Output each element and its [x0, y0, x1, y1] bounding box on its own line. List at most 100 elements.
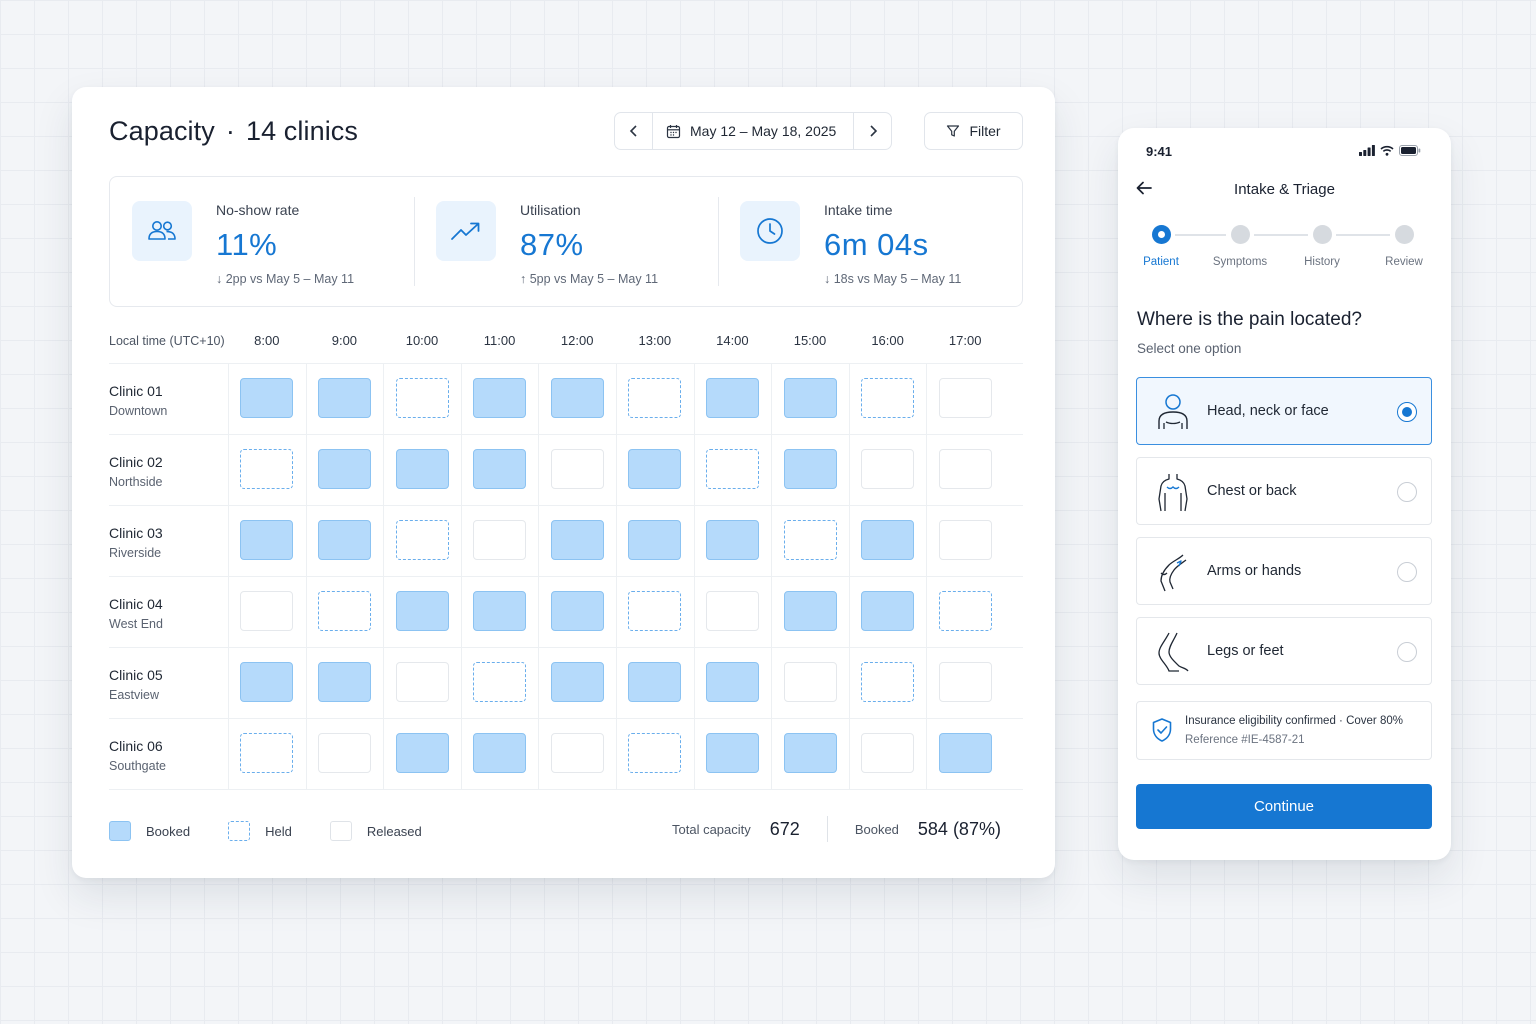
slot-booked[interactable]: [550, 378, 604, 418]
slot-booked[interactable]: [473, 591, 527, 631]
slot-held[interactable]: [395, 378, 449, 418]
insurance-confirmation: Insurance eligibility confirmed · Cover …: [1185, 715, 1403, 727]
slot-released[interactable]: [705, 591, 759, 631]
slot-booked[interactable]: [240, 520, 294, 560]
slot-released[interactable]: [550, 733, 604, 773]
slot-booked[interactable]: [783, 449, 837, 489]
slot-held[interactable]: [395, 520, 449, 560]
slot-held[interactable]: [861, 662, 915, 702]
column-divider: [771, 648, 773, 718]
previous-week-button[interactable]: [615, 113, 653, 149]
column-divider: [693, 719, 695, 789]
kpi-delta: ↓ 2pp vs May 5 – May 11: [216, 272, 355, 286]
step-indicator[interactable]: [1394, 225, 1414, 244]
slot-booked[interactable]: [473, 449, 527, 489]
legend: Booked Held Released: [109, 820, 460, 842]
slot-held[interactable]: [628, 733, 682, 773]
legend-booked-label: Booked: [146, 823, 191, 839]
slot-booked[interactable]: [395, 733, 449, 773]
next-week-button[interactable]: [853, 113, 891, 149]
option-chest-back[interactable]: Chest or back: [1136, 457, 1432, 525]
slot-booked[interactable]: [783, 378, 837, 418]
slot-booked[interactable]: [550, 662, 604, 702]
slot-released[interactable]: [550, 449, 604, 489]
slot-booked[interactable]: [861, 591, 915, 631]
slot-released[interactable]: [240, 591, 294, 631]
slot-booked[interactable]: [628, 662, 682, 702]
slot-held[interactable]: [240, 449, 294, 489]
slot-booked[interactable]: [705, 733, 759, 773]
slot-held[interactable]: [783, 520, 837, 560]
clinic-row: Clinic 04 West End: [109, 577, 1023, 648]
battery-icon: [1399, 145, 1421, 156]
radio-unselected[interactable]: [1397, 642, 1417, 662]
slot-booked[interactable]: [861, 520, 915, 560]
slot-released[interactable]: [938, 662, 992, 702]
slot-held[interactable]: [628, 591, 682, 631]
slot-held[interactable]: [628, 378, 682, 418]
option-head-neck-face[interactable]: Head, neck or face: [1136, 377, 1432, 445]
slot-booked[interactable]: [705, 520, 759, 560]
option-arms-hands[interactable]: Arms or hands: [1136, 537, 1432, 605]
slot-booked[interactable]: [240, 662, 294, 702]
step-indicator[interactable]: [1230, 225, 1250, 244]
radio-unselected[interactable]: [1397, 562, 1417, 582]
clinic-location: Eastview: [109, 688, 160, 702]
slot-booked[interactable]: [705, 378, 759, 418]
slot-booked[interactable]: [473, 733, 527, 773]
booked-total-label: Booked: [854, 821, 899, 837]
slot-held[interactable]: [938, 591, 992, 631]
kpi-value: 87%: [520, 227, 584, 262]
slot-released[interactable]: [861, 449, 915, 489]
slot-booked[interactable]: [317, 662, 371, 702]
slot-booked[interactable]: [783, 733, 837, 773]
schedule-header: Local time (UTC+10) 8:00 9:00 10:00 11:00 12…: [109, 333, 1023, 363]
date-range-button[interactable]: May 12 – May 18, 2025: [653, 113, 853, 149]
slot-released[interactable]: [783, 662, 837, 702]
wifi-icon: [1380, 145, 1394, 156]
option-legs-feet[interactable]: Legs or feet: [1136, 617, 1432, 685]
slot-released[interactable]: [938, 449, 992, 489]
column-divider: [383, 435, 385, 505]
radio-unselected[interactable]: [1397, 482, 1417, 502]
step-indicator[interactable]: [1312, 225, 1332, 244]
filter-button[interactable]: Filter: [924, 112, 1023, 150]
schedule-grid: Clinic 01 Downtown Clinic 02 Northside Clini…: [109, 363, 1023, 790]
slot-held[interactable]: [705, 449, 759, 489]
column-divider: [848, 577, 850, 647]
step-label: Symptoms: [1212, 256, 1268, 268]
slot-booked[interactable]: [628, 449, 682, 489]
slot-booked[interactable]: [317, 520, 371, 560]
slot-released[interactable]: [938, 520, 992, 560]
date-range-label: May 12 – May 18, 2025: [690, 123, 837, 139]
slot-booked[interactable]: [705, 662, 759, 702]
slot-released[interactable]: [473, 520, 527, 560]
slot-booked[interactable]: [240, 378, 294, 418]
slot-released[interactable]: [317, 733, 371, 773]
radio-selected[interactable]: [1397, 402, 1417, 422]
step-indicator[interactable]: [1151, 225, 1171, 244]
column-divider: [616, 719, 617, 789]
slot-booked[interactable]: [938, 733, 992, 773]
slot-released[interactable]: [861, 733, 915, 773]
slot-booked[interactable]: [395, 591, 449, 631]
slot-booked[interactable]: [550, 591, 604, 631]
slot-booked[interactable]: [317, 378, 371, 418]
slot-released[interactable]: [395, 662, 449, 702]
continue-button[interactable]: Continue: [1136, 784, 1432, 829]
slot-booked[interactable]: [783, 591, 837, 631]
slot-booked[interactable]: [473, 378, 527, 418]
slot-released[interactable]: [938, 378, 992, 418]
slot-held[interactable]: [317, 591, 371, 631]
slot-booked[interactable]: [317, 449, 371, 489]
slot-booked[interactable]: [628, 520, 682, 560]
slot-held[interactable]: [861, 378, 915, 418]
column-divider: [771, 435, 773, 505]
slot-held[interactable]: [473, 662, 527, 702]
slot-held[interactable]: [240, 733, 294, 773]
column-divider: [305, 577, 307, 647]
back-button[interactable]: [1135, 180, 1153, 201]
title-separator: ·: [225, 116, 235, 146]
slot-booked[interactable]: [395, 449, 449, 489]
slot-booked[interactable]: [550, 520, 604, 560]
